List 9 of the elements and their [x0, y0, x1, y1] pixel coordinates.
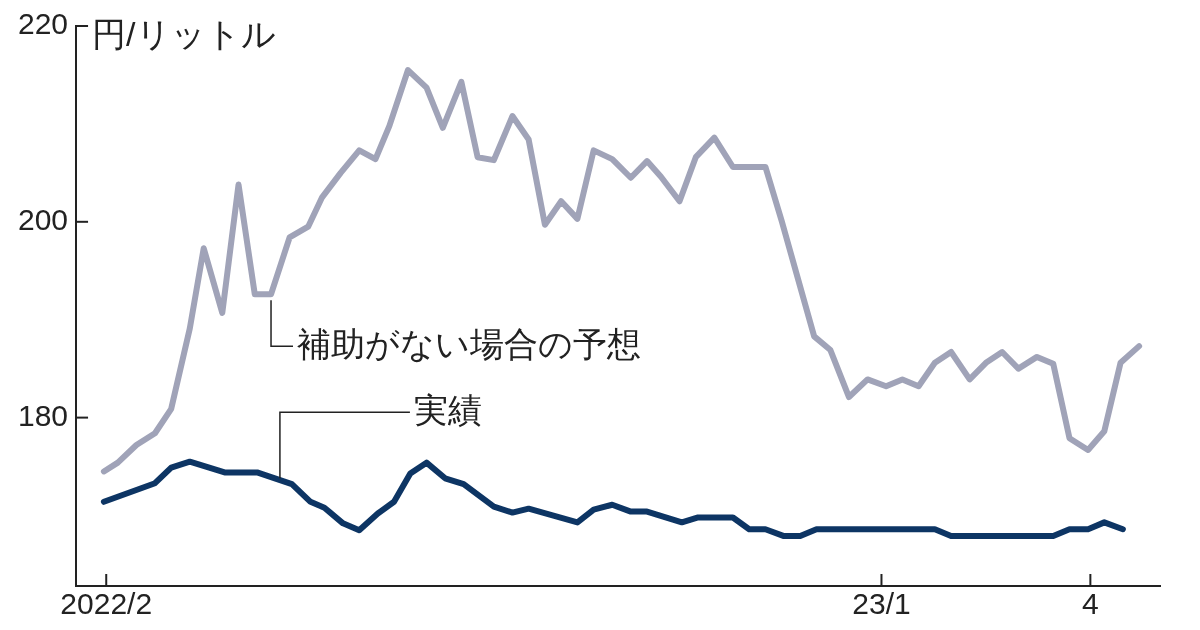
series-label: 実績: [413, 390, 482, 429]
x-tick-label: 2022/2: [60, 587, 153, 621]
y-tick-label: 200: [17, 203, 69, 237]
y-axis-title: 円/リットル: [92, 15, 276, 54]
y-tick-label: 220: [17, 7, 69, 41]
x-tick-label: 4: [1082, 587, 1099, 621]
series-label: 補助がない場合の予想: [297, 324, 642, 363]
x-tick-label: 23/1: [852, 587, 911, 621]
y-tick-label: 180: [17, 398, 69, 432]
